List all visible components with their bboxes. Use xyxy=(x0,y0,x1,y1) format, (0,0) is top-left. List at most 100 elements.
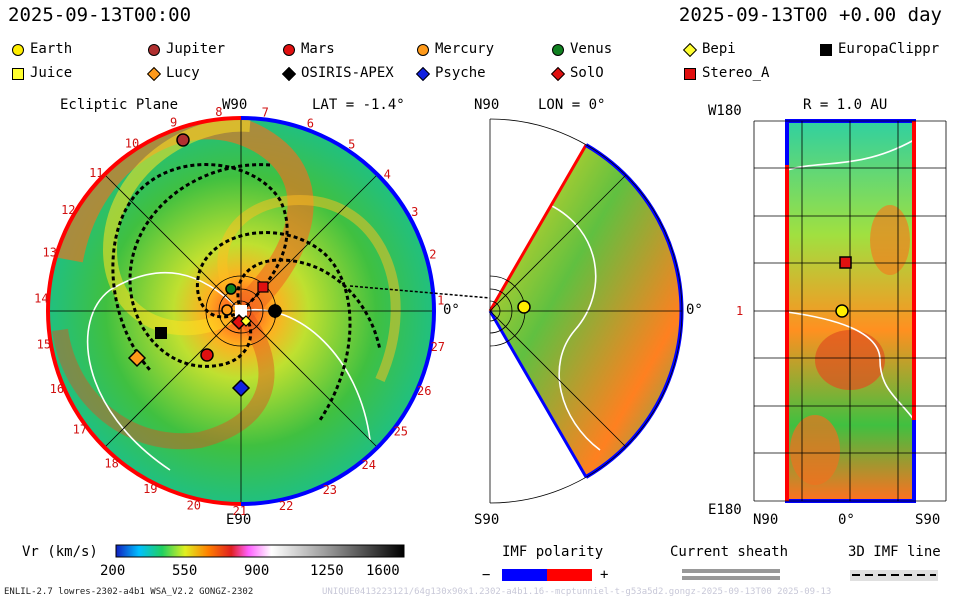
current-sheath-line-1 xyxy=(682,569,780,573)
carrington-label: 12 xyxy=(61,203,75,217)
imf-positive-swatch xyxy=(547,569,592,581)
carrington-label: 7 xyxy=(262,106,269,120)
legend-label: Psyche xyxy=(435,65,486,81)
colorbar-tick-3: 1250 xyxy=(310,563,344,579)
legend-label: Mercury xyxy=(435,41,495,57)
legend-square-icon xyxy=(12,68,24,80)
carrington-label: 6 xyxy=(307,116,314,130)
ecliptic-stream-4 xyxy=(52,306,275,450)
carrington-label: 27 xyxy=(431,340,445,354)
ecliptic-stream-2 xyxy=(102,118,251,336)
colorbar-tick-4: 1600 xyxy=(366,563,400,579)
carrington-label: 22 xyxy=(279,499,293,513)
carrington-label: 25 xyxy=(394,424,408,438)
ecliptic-right-label: 0° xyxy=(443,302,460,318)
imf-line-label: 3D IMF line xyxy=(848,544,941,560)
radius-title: R = 1.0 AU xyxy=(803,97,888,113)
earth-imf-connection xyxy=(349,285,491,299)
legend-label: Stereo_A xyxy=(702,65,770,81)
lucy-marker xyxy=(127,348,147,368)
forecast-date-right: 2025-09-13T00 +0.00 day xyxy=(678,4,942,26)
stereo-a-marker xyxy=(257,281,269,293)
legend-circle-icon xyxy=(417,44,429,56)
footer-left: ENLIL-2.7 lowres-2302-a4b1 WSA_V2.2 GONG… xyxy=(4,587,254,597)
legend-label: Earth xyxy=(30,41,73,57)
ecliptic-title: Ecliptic Plane xyxy=(60,97,179,113)
carrington-label: 5 xyxy=(348,138,355,152)
carrington-label: 15 xyxy=(37,338,51,352)
meridional-bottom-label: S90 xyxy=(474,512,500,528)
legend-label: EuropaClippr xyxy=(838,41,940,57)
carrington-label: 19 xyxy=(143,482,157,496)
colorbar-label: Vr (km/s) xyxy=(22,544,98,560)
legend-label: Mars xyxy=(301,41,335,57)
radius-stereo-a-marker xyxy=(839,256,852,269)
carrington-label: 26 xyxy=(417,384,431,398)
legend-circle-icon xyxy=(12,44,24,56)
current-sheath-label: Current sheath xyxy=(670,544,789,560)
jupiter-marker xyxy=(176,133,190,147)
imf-spiral-1 xyxy=(111,163,289,372)
europaclipper-marker xyxy=(155,327,167,339)
imf-minus: − xyxy=(482,567,491,583)
psyche-marker xyxy=(231,378,251,398)
carrington-label: 18 xyxy=(104,457,118,471)
carrington-label: 8 xyxy=(215,105,222,119)
colorbar-tick-0: 200 xyxy=(100,563,126,579)
radius-earth-marker xyxy=(835,304,849,318)
carrington-label: 21 xyxy=(233,504,247,518)
carrington-label: 11 xyxy=(89,166,103,180)
legend-label: Bepi xyxy=(702,41,736,57)
imf-spiral-3 xyxy=(128,163,271,368)
radius-bottom-left: E180 xyxy=(708,502,742,518)
legend-circle-icon xyxy=(283,44,295,56)
mars-marker xyxy=(200,348,214,362)
radius-x-right: S90 xyxy=(915,512,941,528)
imf-polarity-label: IMF polarity xyxy=(502,544,604,560)
ecliptic-bottom-label: E90 xyxy=(226,512,252,528)
imf-plus: + xyxy=(600,567,609,583)
colorbar-tick-1: 550 xyxy=(172,563,198,579)
vr-colorbar xyxy=(115,544,405,558)
legend-label: OSIRIS-APEX xyxy=(301,65,394,81)
mercury-marker xyxy=(221,304,233,316)
ecliptic-rim-negative xyxy=(240,116,437,506)
carrington-label: 24 xyxy=(361,458,375,472)
ecliptic-sector-boundary xyxy=(86,271,242,471)
legend-square-icon xyxy=(684,68,696,80)
carrington-label: 20 xyxy=(187,498,201,512)
venus-marker xyxy=(225,283,237,295)
imf-negative-swatch xyxy=(502,569,547,581)
forecast-date-left: 2025-09-13T00:00 xyxy=(8,4,192,26)
legend-circle-icon xyxy=(552,44,564,56)
legend-circle-icon xyxy=(148,44,160,56)
carrington-label: 13 xyxy=(42,246,56,260)
ecliptic-top-label: W90 xyxy=(222,97,248,113)
meridional-top-label: N90 xyxy=(474,97,500,113)
footer-right: UNIQUE0413223121/64g130x90x1.2302-a4b1.1… xyxy=(322,587,832,597)
radius-x-mid: 0° xyxy=(838,512,855,528)
legend-label: Lucy xyxy=(166,65,200,81)
meridional-lon-label: LON = 0° xyxy=(538,97,606,113)
osiris-apex-marker xyxy=(267,303,283,319)
carrington-label: 3 xyxy=(411,205,418,219)
current-sheath-line-2 xyxy=(682,576,780,580)
meridional-earth-marker xyxy=(517,300,531,314)
carrington-label: 17 xyxy=(73,423,87,437)
colorbar-tick-2: 900 xyxy=(244,563,270,579)
ecliptic-rim-positive xyxy=(45,116,242,506)
imf-spiral-4 xyxy=(236,258,382,351)
radius-top-left: W180 xyxy=(708,103,742,119)
carrington-label: 23 xyxy=(323,483,337,497)
carrington-label: 14 xyxy=(34,291,48,305)
carrington-label: 2 xyxy=(429,248,436,262)
legend-label: SolO xyxy=(570,65,604,81)
legend-label: Jupiter xyxy=(166,41,226,57)
legend-square-icon xyxy=(820,44,832,56)
legend-label: Juice xyxy=(30,65,73,81)
carrington-label: 10 xyxy=(125,136,139,150)
carrington-label: 9 xyxy=(170,116,177,130)
